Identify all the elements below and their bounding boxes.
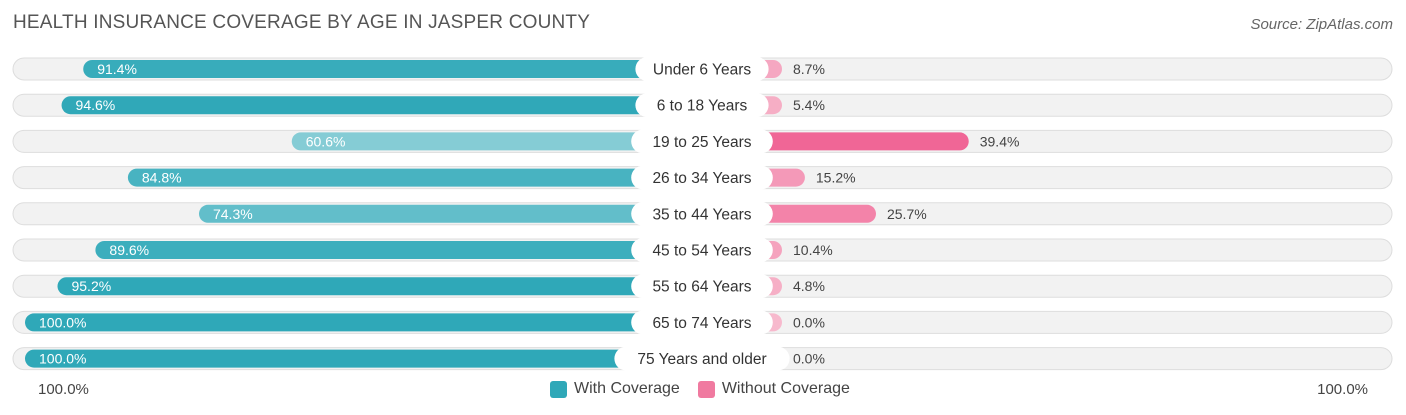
bar-with-65-to-74-years[interactable] <box>25 313 702 332</box>
legend-swatch-with-coverage <box>550 380 567 398</box>
value-label-with: 60.6% <box>306 133 346 149</box>
bar-with-55-to-64-years[interactable] <box>57 277 703 296</box>
category-pill-6-to-18-years <box>635 93 769 118</box>
value-label-without: 4.8% <box>793 278 825 294</box>
value-label-with: 84.8% <box>142 170 182 186</box>
legend: With Coverage Without Coverage <box>550 380 868 398</box>
category-pill-45-to-54-years <box>631 238 773 262</box>
value-label-without: 0.0% <box>793 351 825 367</box>
category-pill-26-to-34-years <box>631 165 773 190</box>
bar-with-26-to-34-years[interactable] <box>127 168 703 187</box>
category-label: 19 to 25 Years <box>652 134 751 151</box>
bar-with-under-6-years[interactable] <box>83 60 703 78</box>
category-pill-19-to-25-years <box>631 129 773 154</box>
bar-with-6-to-18-years[interactable] <box>61 96 703 115</box>
bar-with-35-to-44-years[interactable] <box>198 204 702 223</box>
value-label-with: 91.4% <box>97 61 137 77</box>
value-label-with: 100.0% <box>39 314 86 330</box>
value-label-with: 74.3% <box>213 206 253 222</box>
axis-right-label: 100.0% <box>1317 381 1368 398</box>
legend-item-with-coverage[interactable]: With Coverage <box>550 380 680 398</box>
legend-item-without-coverage[interactable]: Without Coverage <box>697 380 850 398</box>
category-label: 26 to 34 Years <box>652 170 751 187</box>
category-label: 6 to 18 Years <box>657 98 748 115</box>
value-label-without: 10.4% <box>793 242 833 258</box>
bar-with-75-years-and-older[interactable] <box>25 349 702 368</box>
category-label: 75 Years and older <box>637 351 766 368</box>
axis-left-label: 100.0% <box>38 381 89 398</box>
value-label-without: 0.0% <box>793 314 825 330</box>
legend-label-without-coverage: Without Coverage <box>721 380 850 397</box>
value-label-with: 94.6% <box>76 97 116 113</box>
legend-swatch-without-coverage <box>697 380 715 398</box>
value-label-without: 8.7% <box>793 61 825 77</box>
category-label: 65 to 74 Years <box>652 315 751 332</box>
value-label-with: 100.0% <box>39 351 86 367</box>
value-label-with: 89.6% <box>109 242 149 258</box>
category-pill-75-years-and-older <box>614 346 790 371</box>
chart-title: HEALTH INSURANCE COVERAGE BY AGE IN JASP… <box>13 12 591 33</box>
value-label-without: 39.4% <box>980 133 1020 149</box>
value-label-without: 5.4% <box>793 97 825 113</box>
value-label-without: 25.7% <box>887 206 927 222</box>
category-pill-55-to-64-years <box>631 274 773 299</box>
value-label-without: 15.2% <box>816 170 856 186</box>
bar-with-19-to-25-years[interactable] <box>291 132 702 151</box>
category-label: 55 to 64 Years <box>652 279 751 296</box>
legend-label-with-coverage: With Coverage <box>574 380 680 397</box>
category-label: Under 6 Years <box>653 62 751 79</box>
source-label: Source: ZipAtlas.com <box>1250 16 1393 33</box>
value-label-with: 95.2% <box>71 278 111 294</box>
category-pill-35-to-44-years <box>631 201 773 226</box>
category-label: 45 to 54 Years <box>652 243 751 260</box>
category-pill-under-6-years <box>635 57 769 81</box>
bar-with-45-to-54-years[interactable] <box>95 241 702 259</box>
category-pill-65-to-74-years <box>631 310 773 335</box>
category-label: 35 to 44 Years <box>652 206 751 223</box>
